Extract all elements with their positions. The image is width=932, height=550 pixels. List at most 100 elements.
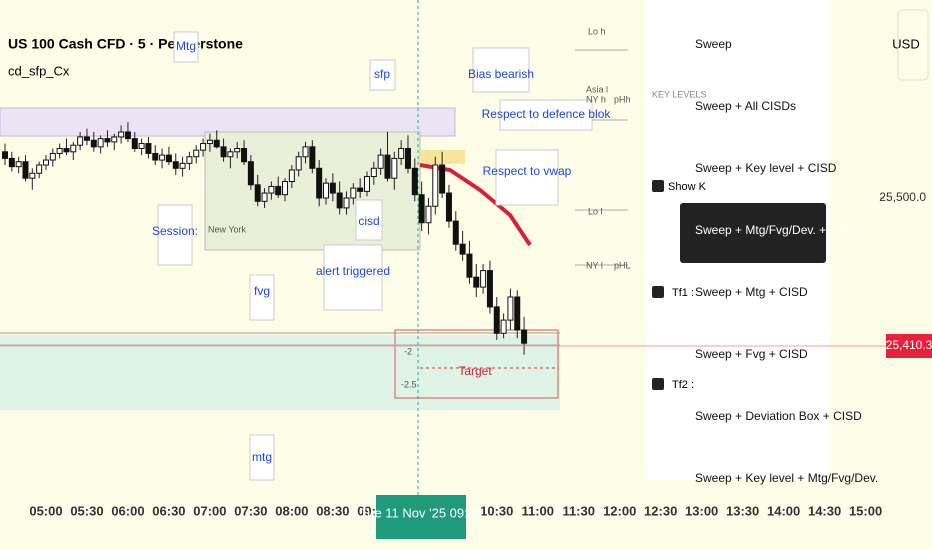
x-tick-label: 07:30 [234, 503, 267, 518]
y-tick-label: 25,500.0 [879, 190, 926, 204]
annotation: cisd [358, 214, 379, 228]
candle-body [97, 138, 104, 148]
label: Asia l [586, 84, 608, 94]
candle-body [480, 270, 487, 288]
currency-button[interactable] [897, 9, 929, 81]
candle-body [234, 148, 241, 153]
label: pHL [614, 260, 631, 270]
x-tick-label: 08:00 [275, 503, 308, 518]
label: -2 [404, 346, 412, 356]
annotation-box [249, 434, 275, 481]
candle-body [350, 187, 357, 199]
target-box [394, 329, 559, 399]
x-tick-label: 15:00 [849, 503, 882, 518]
menu-item[interactable]: Sweep + Mtg/Fvg/Dev. + CISD [695, 223, 859, 237]
candle-body [500, 319, 507, 334]
candle-body [261, 192, 268, 202]
label: Lo l [588, 206, 603, 216]
annotation-box [495, 149, 559, 206]
menu-item[interactable]: Sweep [695, 37, 732, 51]
candle-body [138, 143, 145, 150]
candle-body [466, 253, 473, 278]
zone [0, 107, 456, 137]
annotation: Respect to defence blok [482, 107, 612, 121]
candle-body [63, 148, 70, 153]
candle-body [49, 152, 56, 161]
candle-body [165, 154, 172, 163]
candle-body [282, 181, 289, 196]
annotation-box [323, 244, 383, 311]
annotation-box [369, 59, 396, 91]
label: NY l [586, 260, 603, 270]
candle-body [227, 151, 234, 158]
candle-body [425, 205, 432, 224]
annotation: Mtg [176, 39, 196, 53]
candle-body [247, 161, 254, 186]
annotation: sfp [374, 67, 390, 81]
candle-body [432, 164, 439, 207]
candle-body [404, 148, 411, 169]
annotation: Bias bearish [468, 67, 534, 81]
candle-body [77, 136, 84, 146]
candle-body [384, 154, 391, 179]
candle-body [200, 143, 207, 151]
x-tick-label: 12:00 [603, 503, 636, 518]
candle-body [418, 194, 425, 224]
candle-body [411, 167, 418, 196]
menu-item-selected[interactable] [680, 203, 826, 263]
candle-body [124, 131, 131, 140]
indicator-name: cd_sfp_Cx [8, 63, 70, 78]
x-tick-label: 11:00 [521, 503, 554, 518]
candle-body [323, 182, 330, 199]
candle-body [42, 159, 49, 166]
checkbox[interactable] [652, 286, 664, 298]
candle-body [172, 161, 179, 169]
candle-body [36, 164, 43, 174]
menu-item[interactable]: Sweep + Mtg + CISD [695, 285, 808, 299]
menu-item[interactable]: Sweep + Key level + Mtg/Fvg/Dev. + CISD [695, 471, 921, 485]
annotations: Mtg sfp Bias bearish Respect to defence … [152, 26, 631, 481]
menu-item[interactable]: Sweep + Fvg + CISD [695, 347, 808, 361]
candle-body [241, 148, 248, 163]
candle-body [445, 192, 452, 222]
candle-body [206, 139, 213, 145]
checkbox[interactable] [652, 180, 664, 192]
candle-body [486, 270, 493, 308]
candle-body [29, 172, 36, 179]
annotation: alert triggered [316, 264, 390, 278]
candle-body [391, 157, 398, 179]
label: NY h [586, 94, 606, 104]
section-label: KEY LEVELS [652, 89, 706, 99]
annotation: fvg [254, 284, 270, 298]
annotation: mtg [252, 450, 272, 464]
x-tick-label: 12:30 [644, 503, 677, 518]
annotation-box [472, 47, 530, 93]
currency: USD [892, 36, 919, 51]
candle-body [8, 157, 15, 168]
annotation-box [157, 204, 193, 266]
menu-item[interactable]: Sweep + Deviation Box + CISD [695, 409, 862, 423]
menu-item[interactable]: Sweep + All CISDs [695, 99, 796, 113]
candle-body [179, 162, 186, 169]
checkbox[interactable] [652, 378, 664, 390]
annotation: Session: [152, 224, 198, 238]
x-tick-label: 14:00 [767, 503, 800, 518]
candle-body [295, 156, 302, 171]
candle-body [493, 306, 500, 334]
x-tick-label: 06:30 [152, 503, 185, 518]
option-label: Tf1 : [672, 287, 694, 299]
candle-body [363, 176, 370, 192]
candle-body [254, 184, 261, 202]
menu-item[interactable]: Sweep + Key level + CISD [695, 161, 837, 175]
title: US 100 Cash CFD · 5 · Pepperstone [8, 36, 243, 52]
x-tick-label: 06:00 [111, 503, 144, 518]
x-tick-label: 13:00 [685, 503, 718, 518]
x-tick-label: 08:30 [316, 503, 349, 518]
annotation: Target [458, 364, 492, 378]
candle-body [152, 152, 159, 161]
candle-body [90, 139, 97, 148]
label: New York [208, 224, 247, 234]
candle-body [213, 139, 220, 148]
candle-body [343, 197, 350, 209]
